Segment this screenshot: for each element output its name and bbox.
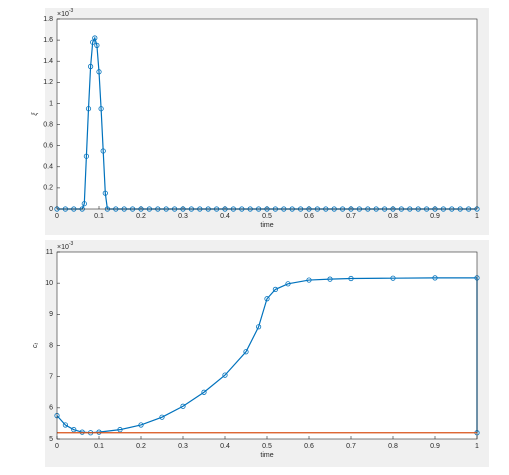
y-tick-label: 6 xyxy=(49,405,53,412)
x-tick-label: 1 xyxy=(475,213,479,220)
y-tick-label: 11 xyxy=(46,249,53,256)
y-tick-label: 7 xyxy=(49,374,53,381)
y-tick-label: 0.2 xyxy=(43,185,53,192)
plot-area xyxy=(57,19,477,209)
y-tick-label: 1.6 xyxy=(43,37,53,44)
data-point xyxy=(180,403,186,409)
y-tick-label: 1.8 xyxy=(43,16,53,23)
data-point xyxy=(159,414,165,420)
data-point xyxy=(96,429,102,435)
plot-area xyxy=(57,252,477,439)
multiplier-base: ×10 xyxy=(57,11,69,18)
data-point xyxy=(243,349,249,355)
data-point xyxy=(327,276,333,282)
axis-multiplier: ×10-3 xyxy=(57,8,74,18)
data-point xyxy=(92,35,98,41)
data-point xyxy=(432,275,438,281)
y-label-main: c xyxy=(32,344,39,348)
data-point xyxy=(90,39,96,45)
data-point xyxy=(79,429,85,435)
y-tick-label: 1 xyxy=(49,100,53,107)
x-tick-label: 0.6 xyxy=(304,213,314,220)
y-axis-label: ct xyxy=(32,342,40,348)
y-tick-label: 1.2 xyxy=(43,79,53,86)
x-tick-label: 0.3 xyxy=(178,213,188,220)
x-tick-label: 0.9 xyxy=(430,443,440,450)
data-point xyxy=(272,286,278,292)
data-point xyxy=(94,42,100,48)
data-point xyxy=(348,275,354,282)
x-tick-label: 0.2 xyxy=(136,213,146,220)
x-tick-label: 0.2 xyxy=(136,443,146,450)
axes-box xyxy=(56,251,478,440)
x-tick-label: 0.4 xyxy=(220,213,230,220)
data-point xyxy=(88,63,94,70)
data-point xyxy=(85,106,92,112)
data-point xyxy=(98,106,104,112)
data-point xyxy=(138,422,144,428)
data-point xyxy=(102,190,108,196)
y-tick-label: 0.6 xyxy=(43,143,53,150)
data-point xyxy=(81,201,87,207)
x-tick-label: 1 xyxy=(475,443,479,450)
y-tick-label: 0.4 xyxy=(43,164,53,171)
data-point xyxy=(264,296,270,302)
data-point xyxy=(285,281,291,287)
x-tick-label: 0.7 xyxy=(346,443,356,450)
data-point xyxy=(83,153,90,159)
data-point xyxy=(306,277,312,283)
data-point xyxy=(117,427,123,433)
data-point xyxy=(71,427,77,433)
y-label-sub: t xyxy=(34,342,40,344)
data-point xyxy=(96,69,102,75)
x-tick-label: 0.4 xyxy=(220,443,230,450)
multiplier-exponent: -3 xyxy=(69,8,74,14)
x-tick-label: 0.8 xyxy=(388,213,398,220)
x-axis-label: time xyxy=(260,222,273,229)
data-point xyxy=(62,422,69,428)
x-tick-label: 0.1 xyxy=(94,443,104,450)
data-point xyxy=(201,389,207,395)
y-tick-label: 1.4 xyxy=(43,58,53,65)
data-point xyxy=(390,275,396,281)
y-tick-label: 8 xyxy=(49,342,53,349)
x-tick-label: 0.1 xyxy=(94,213,104,220)
y-tick-label: 5 xyxy=(49,436,53,443)
multiplier-base: ×10 xyxy=(57,244,69,251)
x-tick-label: 0.5 xyxy=(262,213,272,220)
y-tick-label: 0 xyxy=(49,206,53,213)
axes-box xyxy=(56,18,478,210)
axis-multiplier: ×10-3 xyxy=(57,241,74,251)
x-tick-label: 0.3 xyxy=(178,443,188,450)
y-axis-label: ξ xyxy=(32,112,39,116)
x-tick-label: 0.7 xyxy=(346,213,356,220)
y-tick-label: 9 xyxy=(49,311,53,318)
x-axis-label: time xyxy=(260,452,273,459)
x-tick-label: 0.9 xyxy=(430,213,440,220)
y-tick-label: 10 xyxy=(45,280,53,287)
y-label-main: ξ xyxy=(32,112,39,116)
data-point xyxy=(255,324,262,330)
data-point xyxy=(100,148,106,154)
y-tick-label: 0.8 xyxy=(43,121,53,128)
x-tick-label: 0 xyxy=(55,213,59,220)
data-point xyxy=(222,372,228,378)
multiplier-exponent: -3 xyxy=(69,241,74,247)
x-tick-label: 0.6 xyxy=(304,443,314,450)
x-tick-label: 0 xyxy=(55,443,59,450)
x-tick-label: 0.8 xyxy=(388,443,398,450)
x-tick-label: 0.5 xyxy=(262,443,272,450)
